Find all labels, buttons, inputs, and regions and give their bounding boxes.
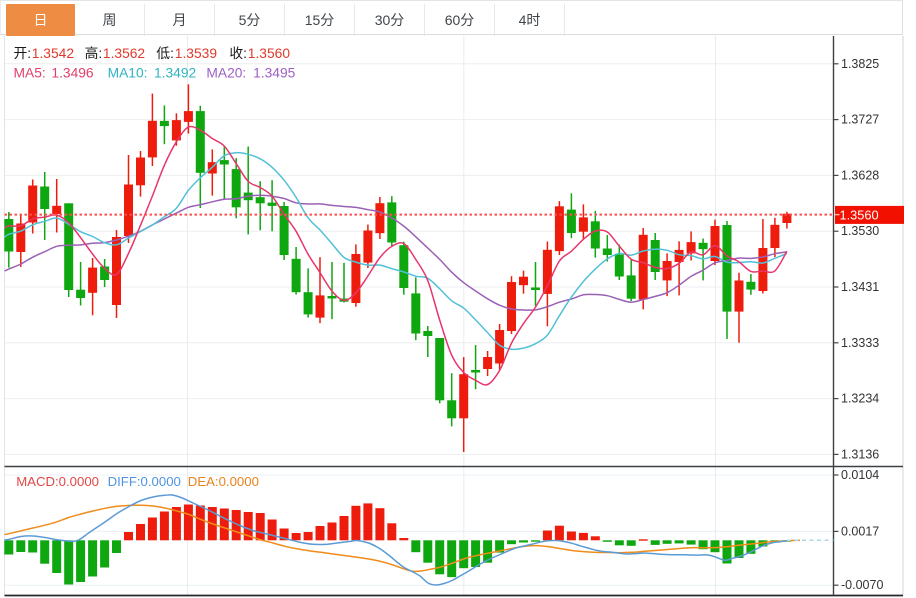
svg-text:1.3628: 1.3628 xyxy=(841,168,879,182)
svg-text:1.3431: 1.3431 xyxy=(841,280,879,294)
svg-text:1.3136: 1.3136 xyxy=(841,447,879,461)
svg-text:0.0017: 0.0017 xyxy=(841,524,879,538)
svg-text:1.3560: 1.3560 xyxy=(840,208,879,223)
svg-text:1.3825: 1.3825 xyxy=(841,57,879,71)
svg-text:1.3727: 1.3727 xyxy=(841,113,879,127)
svg-text:1.3234: 1.3234 xyxy=(841,392,879,406)
svg-text:-0.0070: -0.0070 xyxy=(841,578,883,592)
svg-text:0.0104: 0.0104 xyxy=(841,468,879,482)
svg-text:1.3530: 1.3530 xyxy=(841,224,879,238)
svg-text:1.3333: 1.3333 xyxy=(841,336,879,350)
